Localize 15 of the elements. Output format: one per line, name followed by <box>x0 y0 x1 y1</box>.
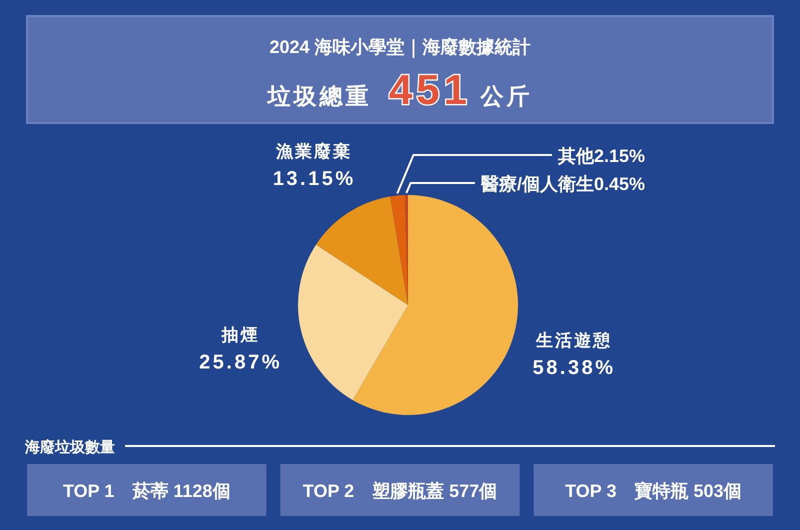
data-label: 58.38% <box>532 356 616 379</box>
slice-label: 抽煙 <box>220 325 260 344</box>
slice-label: 其他2.15% <box>556 146 645 166</box>
section-heading: 海廢垃圾數量 <box>25 439 115 456</box>
header: 2024 海味小學堂｜海廢數據統計 垃圾總重 451 公斤 <box>26 15 774 124</box>
slice-label: 生活遊憩 <box>535 330 612 350</box>
card: TOP 3 寶特瓶 503個 <box>534 464 773 516</box>
card: TOP 1 菸蒂 1128個 <box>27 464 266 516</box>
slice-label: 漁業廢棄 <box>275 142 352 161</box>
slice-label: 醫療/個人衛生0.45% <box>480 174 645 194</box>
chart-subtitle: 垃圾總重 451 公斤 <box>266 66 532 113</box>
chart-title: 2024 海味小學堂｜海廢數據統計 <box>269 37 531 58</box>
data-label: 25.87% <box>199 351 282 374</box>
data-label: 13.15% <box>272 168 356 190</box>
card: TOP 2 塑膠瓶蓋 577個 <box>280 464 520 516</box>
